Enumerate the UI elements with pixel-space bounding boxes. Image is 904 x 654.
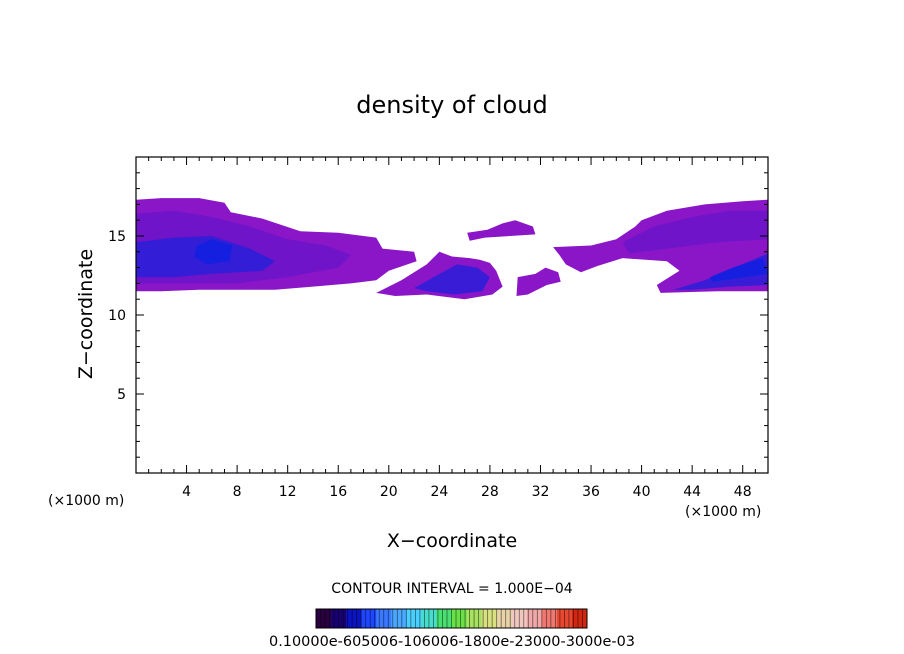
x-tick-label: 12: [279, 484, 297, 500]
cloud-density-field: [136, 198, 768, 300]
y-tick-label: 10: [108, 308, 126, 324]
cloud-region-outer: [467, 220, 536, 241]
colorbar-swatch: [391, 609, 407, 628]
x-tick-label: 36: [582, 484, 600, 500]
x-tick-label: 28: [481, 484, 499, 500]
contour-interval-label: CONTOUR INTERVAL = 1.000E−04: [331, 581, 572, 597]
x-unit-right: (×1000 m): [685, 504, 761, 520]
x-tick-label: 48: [734, 484, 752, 500]
colorbar-swatch: [541, 609, 558, 628]
cloud-region-deep: [194, 239, 233, 265]
y-tick-label: 5: [117, 387, 126, 403]
colorbar-swatch: [481, 609, 497, 628]
colorbar-swatch: [406, 609, 422, 628]
cloud-region-deep: [709, 258, 768, 282]
colorbar-swatch: [526, 609, 543, 628]
x-tick-label: 16: [329, 484, 347, 500]
x-tick-label: 44: [683, 484, 701, 500]
x-unit-left: (×1000 m): [48, 493, 124, 509]
x-tick-label: 32: [532, 484, 550, 500]
x-tick-label: 24: [430, 484, 448, 500]
x-tick-label: 20: [380, 484, 398, 500]
x-tick-label: 40: [633, 484, 651, 500]
x-tick-label: 8: [233, 484, 242, 500]
y-axis-label: Z−coordinate: [75, 249, 97, 379]
colorbar-swatch: [316, 609, 332, 628]
y-axis-ticks: 5 10 15: [108, 172, 768, 458]
colorbar-swatch: [571, 609, 588, 628]
colorbar-swatch: [346, 609, 362, 628]
colorbar-labels: 0.10000e-605006-106006-1800e-23000-3000e…: [269, 634, 635, 650]
cloud-region-outer: [516, 267, 561, 296]
colorbar-swatch: [496, 609, 513, 628]
cloud-region-core: [414, 264, 490, 295]
y-tick-label: 15: [108, 229, 126, 245]
x-tick-label: 4: [182, 484, 191, 500]
chart-title: density of cloud: [356, 91, 547, 119]
colorbar-swatch: [451, 609, 467, 628]
x-axis-ticks: 4 8 12 16 20 24 28 32 36 40 44 48: [148, 157, 756, 500]
colorbar-frame: [315, 608, 588, 629]
plot-frame: [135, 156, 769, 474]
cloud-region-core: [673, 253, 768, 290]
colorbar: [316, 609, 588, 628]
x-axis-label: X−coordinate: [387, 530, 517, 552]
colorbar-swatch: [436, 609, 452, 628]
cloud-region-mid: [622, 210, 768, 254]
colorbar-swatch: [361, 609, 377, 628]
